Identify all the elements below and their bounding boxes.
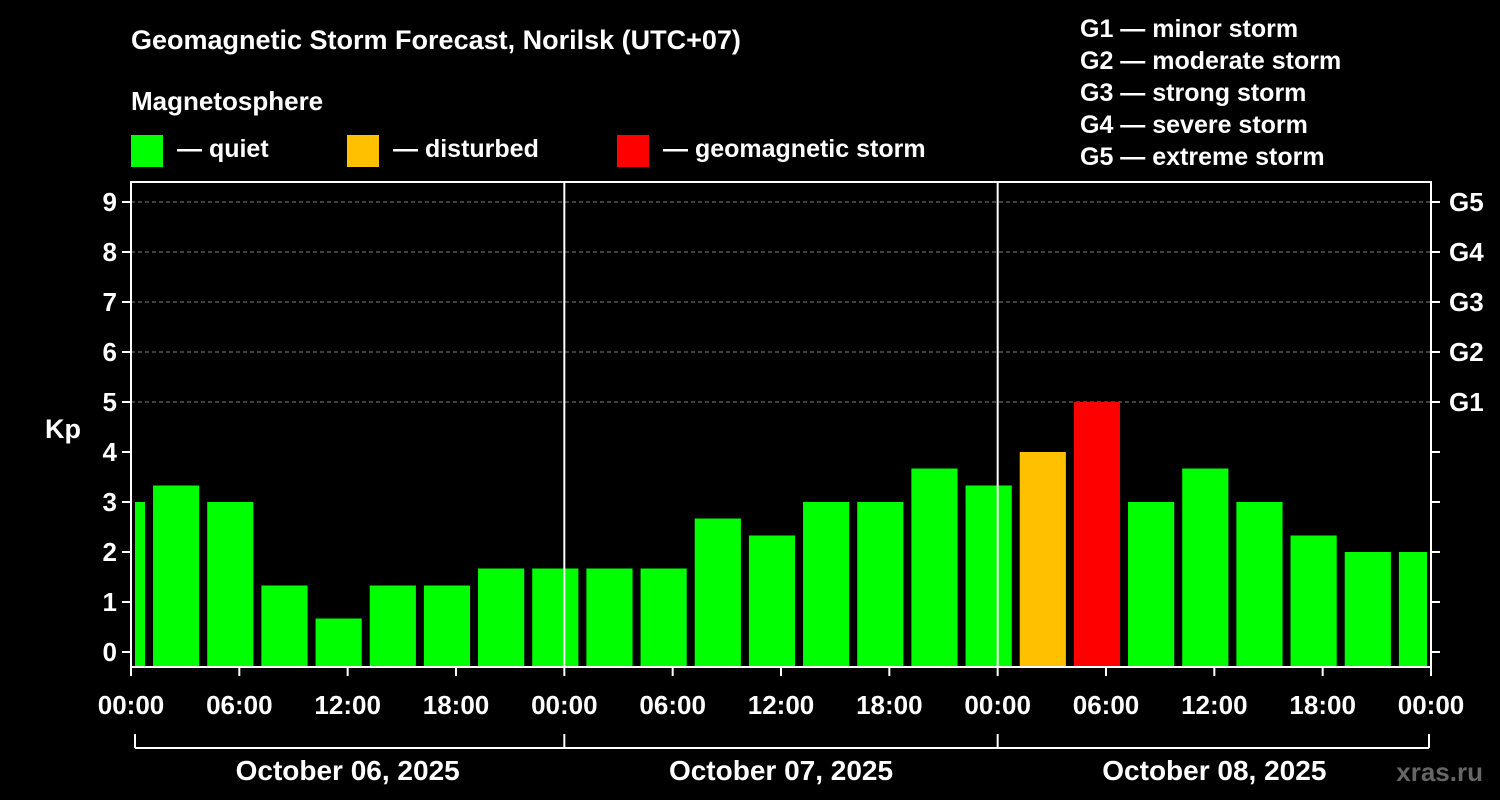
x-tick-label-6: 12:00 xyxy=(748,690,815,720)
kp-bar-23 xyxy=(1344,552,1391,667)
kp-bar-4 xyxy=(315,618,362,667)
x-tick-label-3: 18:00 xyxy=(423,690,490,720)
x-tick-label-2: 12:00 xyxy=(314,690,381,720)
legend-swatch-storm xyxy=(617,135,649,167)
kp-bar-22 xyxy=(1290,535,1337,667)
kp-bar-14 xyxy=(857,502,904,667)
kp-bar-3 xyxy=(261,585,308,667)
g-legend-g1: G1 — minor storm xyxy=(1080,15,1298,43)
legend-swatch-quiet xyxy=(131,135,163,167)
date-label-1: October 07, 2025 xyxy=(669,755,893,786)
x-tick-label-4: 00:00 xyxy=(531,690,598,720)
kp-bar-20 xyxy=(1182,468,1229,667)
g-legend-g5: G5 — extreme storm xyxy=(1080,143,1325,171)
legend-label-disturbed: — disturbed xyxy=(393,135,539,163)
g-label-g2: G2 xyxy=(1449,337,1484,367)
g-axis: G1 G2 G3 G4 G5 xyxy=(1431,187,1484,653)
date-label-2: October 08, 2025 xyxy=(1102,755,1326,786)
legend-swatch-disturbed xyxy=(347,135,379,167)
y-axis-label: Kp xyxy=(45,414,81,444)
x-tick-label-9: 06:00 xyxy=(1073,690,1140,720)
g-legend-g3: G3 — strong storm xyxy=(1080,79,1306,107)
x-axis: 00:00 06:00 12:00 18:00 00:00 06:00 12:00 18:00… xyxy=(98,667,1465,720)
kp-bar-6 xyxy=(423,585,471,667)
kp-bar-9 xyxy=(586,568,633,667)
g-label-g4: G4 xyxy=(1449,237,1484,267)
legend: — quiet — disturbed — geomagnetic storm xyxy=(131,135,926,167)
x-tick-label-0: 00:00 xyxy=(98,690,165,720)
y-tick-label-1: 1 xyxy=(103,587,117,617)
chart-subtitle: Magnetosphere xyxy=(131,86,323,116)
kp-bar-18 xyxy=(1073,402,1121,667)
x-tick-label-11: 18:00 xyxy=(1289,690,1356,720)
grid-lines xyxy=(131,201,1431,403)
date-axis: October 06, 2025 October 07, 2025 October … xyxy=(134,734,1430,786)
kp-bar-5 xyxy=(369,585,416,667)
kp-bar-10 xyxy=(640,568,687,667)
kp-bar-7 xyxy=(478,568,525,667)
y-tick-label-9: 9 xyxy=(103,187,117,217)
x-tick-label-7: 18:00 xyxy=(856,690,923,720)
kp-bar-13 xyxy=(803,502,850,667)
kp-bar-15 xyxy=(911,468,958,667)
kp-bar-12 xyxy=(748,535,796,667)
g-scale-legend: G1 — minor storm G2 — moderate storm G3 … xyxy=(1080,15,1341,171)
kp-bar-21 xyxy=(1236,502,1283,667)
y-tick-label-4: 4 xyxy=(103,437,118,467)
g-legend-g4: G4 — severe storm xyxy=(1080,111,1308,139)
legend-label-quiet: — quiet xyxy=(177,135,269,163)
y-tick-label-5: 5 xyxy=(103,387,117,417)
g-legend-g2: G2 — moderate storm xyxy=(1080,47,1341,75)
date-label-0: October 06, 2025 xyxy=(236,755,460,786)
kp-bar-8 xyxy=(532,568,579,667)
x-tick-label-8: 00:00 xyxy=(964,690,1031,720)
x-tick-label-5: 06:00 xyxy=(639,690,706,720)
bars xyxy=(135,402,1427,667)
g-label-g5: G5 xyxy=(1449,187,1484,217)
y-tick-label-2: 2 xyxy=(103,537,117,567)
x-tick-label-12: 00:00 xyxy=(1398,690,1465,720)
y-tick-label-7: 7 xyxy=(103,287,117,317)
brand-watermark: xras.ru xyxy=(1396,757,1483,787)
y-axis: 0 1 2 3 4 5 6 7 8 9 xyxy=(103,187,131,667)
kp-bar-16 xyxy=(965,485,1012,667)
y-tick-label-6: 6 xyxy=(103,337,117,367)
kp-bar-17 xyxy=(1019,452,1066,667)
kp-bar-0 xyxy=(135,502,146,667)
kp-bar-11 xyxy=(694,518,741,667)
legend-label-storm: — geomagnetic storm xyxy=(663,135,926,163)
chart-title: Geomagnetic Storm Forecast, Norilsk (UTC… xyxy=(131,25,741,55)
y-tick-label-3: 3 xyxy=(103,487,117,517)
g-label-g1: G1 xyxy=(1449,387,1484,417)
kp-bar-2 xyxy=(207,502,254,667)
kp-bar-24 xyxy=(1398,552,1427,667)
y-tick-label-8: 8 xyxy=(103,237,117,267)
kp-bar-1 xyxy=(153,485,200,667)
g-label-g3: G3 xyxy=(1449,287,1484,317)
x-tick-label-10: 12:00 xyxy=(1181,690,1248,720)
x-tick-label-1: 06:00 xyxy=(206,690,273,720)
kp-bar-19 xyxy=(1128,502,1175,667)
y-tick-label-0: 0 xyxy=(103,637,117,667)
